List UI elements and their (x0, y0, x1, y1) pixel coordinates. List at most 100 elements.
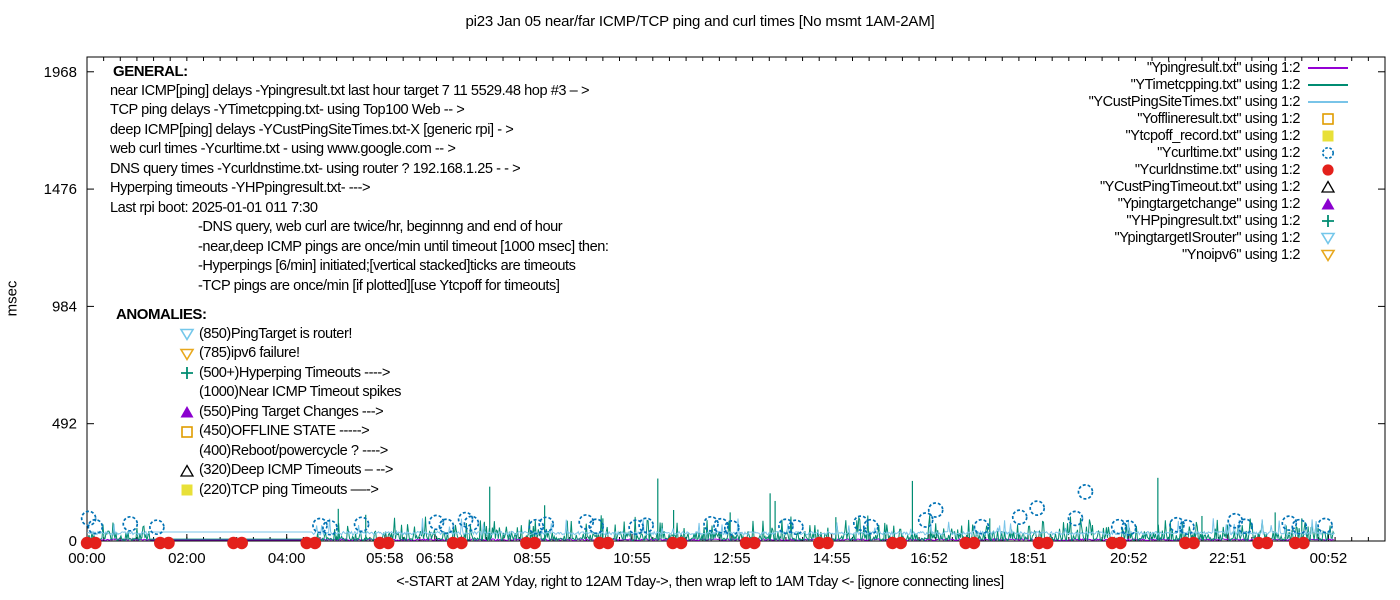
legend-sample (1300, 196, 1356, 212)
x-tick-label: 08:55 (513, 550, 551, 567)
legend-label: "Ycurltime.txt" using 1:2 (1157, 144, 1300, 161)
anomaly-text: (500+)Hyperping Timeouts ----> (199, 364, 390, 381)
dns-time-dot (674, 536, 688, 550)
anomaly-text: (320)Deep ICMP Timeouts – --> (199, 462, 393, 478)
anomaly-text: (400)Reboot/powercycle ? ----> (199, 442, 388, 459)
general-notes-block: GENERAL: near ICMP[ping] delays -Ypingre… (110, 62, 609, 296)
anomaly-item: (450)OFFLINE STATE -----> (113, 422, 401, 442)
curl-time-point (917, 512, 934, 528)
anomaly-item: (785)ipv6 failure! (113, 344, 401, 364)
x-tick-label: 00:00 (68, 550, 106, 567)
curl-time-point (1291, 518, 1308, 535)
curl-time-point (723, 520, 740, 536)
legend-label: "Ypingtargetchange" using 1:2 (1117, 195, 1301, 212)
dns-time-dot (1114, 536, 1127, 550)
general-line: deep ICMP[ping] delays -YCustPingSiteTim… (110, 121, 514, 138)
curl-time-point (538, 516, 555, 533)
general-heading: GENERAL: (113, 63, 188, 80)
anomaly-item: (220)TCP ping Timeouts ––-> (113, 481, 401, 501)
sq-fill-icon (1322, 130, 1334, 141)
anomaly-item: (1000)Near ICMP Timeout spikes (113, 383, 401, 403)
curl-time-point (1067, 510, 1084, 527)
series-legend: "Ypingresult.txt" using 1:2 "YTimetcpping… (1089, 59, 1356, 263)
tri-fill-icon (1321, 197, 1335, 209)
anomaly-text: (785)ipv6 failure! (199, 345, 300, 361)
legend-sample (1300, 247, 1356, 263)
dns-time-dot (382, 536, 395, 550)
curl-time-point (463, 515, 480, 532)
x-tick-label: 05:58 (366, 550, 404, 567)
dns-time-dot (1187, 536, 1200, 550)
y-tick-label: 1968 (44, 64, 77, 81)
general-line: Hyperping timeouts -YHPpingresult.txt- -… (110, 180, 371, 196)
series-tcpping-line (87, 515, 1335, 541)
general-line: TCP ping delays -YTimetcpping.txt- using… (110, 102, 465, 118)
dns-time-dot (601, 536, 615, 550)
legend-sample (1300, 60, 1356, 76)
sq-fill-icon (181, 484, 193, 496)
anomaly-marker (175, 482, 199, 498)
line-sample-icon (1308, 100, 1348, 103)
tridown-open-icon (179, 348, 195, 361)
legend-label: "YCustPingSiteTimes.txt" using 1:2 (1088, 93, 1301, 110)
x-tick-label: 00:52 (1310, 550, 1348, 567)
tridown-open-icon (1320, 249, 1336, 262)
legend-label: "Yofflineresult.txt" using 1:2 (1137, 110, 1300, 127)
curl-time-point (788, 519, 804, 536)
curl-time-point (862, 518, 879, 535)
anomaly-marker (175, 463, 199, 479)
legend-item: "YCustPingTimeout.txt" using 1:2 (1089, 178, 1356, 195)
tridown-open-icon (179, 328, 195, 342)
curl-time-point (1237, 518, 1254, 535)
curl-time-point (1011, 509, 1028, 526)
anomaly-marker (175, 346, 199, 362)
curl-time-point (713, 517, 729, 534)
anomaly-item: (500+)Hyperping Timeouts ----> (113, 364, 401, 384)
curl-time-point (1077, 484, 1094, 500)
curl-time-point (1281, 515, 1298, 531)
dns-time-dot (894, 536, 907, 550)
legend-label: "Ynoipv6" using 1:2 (1182, 246, 1300, 263)
curl-time-point (528, 518, 545, 535)
curl-time-point (973, 518, 990, 535)
curl-time-point (87, 518, 104, 535)
legend-sample (1300, 128, 1356, 144)
dns-time-dot (1297, 536, 1310, 550)
general-line: Last rpi boot: 2025-01-01 011 7:30 (110, 199, 318, 216)
general-note-line: -DNS query, web curl are twice/hr, begin… (198, 219, 563, 235)
tri-open-icon (1320, 179, 1336, 193)
legend-sample (1300, 162, 1356, 178)
sq-open-icon (181, 425, 193, 438)
anomalies-heading: ANOMALIES: (116, 306, 207, 323)
line-sample-icon (1308, 66, 1348, 69)
dns-time-dot (821, 536, 834, 550)
x-tick-label: 16:52 (910, 550, 948, 567)
legend-label: "Ytcpoff_record.txt" using 1:2 (1125, 127, 1300, 144)
general-sub-notes: -DNS query, web curl are twice/hr, begin… (110, 218, 609, 296)
general-line: web curl times -Ycurltime.txt - using ww… (110, 141, 456, 157)
circ-fill-icon (1322, 163, 1334, 176)
legend-sample (1300, 213, 1356, 229)
anomaly-marker (175, 326, 199, 342)
y-tick-label: 0 (69, 533, 77, 550)
anomaly-marker (175, 365, 199, 381)
legend-item: "Ytcpoff_record.txt" using 1:2 (1089, 127, 1356, 144)
general-note-line: -TCP pings are once/min [if plotted][use… (198, 277, 560, 294)
curl-time-point (578, 514, 595, 530)
x-tick-label: 06:58 (416, 550, 454, 567)
curl-time-point (80, 510, 97, 527)
legend-item: "YTimetcpping.txt" using 1:2 (1089, 76, 1356, 93)
curl-time-point (927, 502, 944, 518)
dns-time-dot (235, 536, 248, 550)
legend-item: "Ycurldnstime.txt" using 1:2 (1089, 161, 1356, 178)
legend-item: "YpingtargetISrouter" using 1:2 (1089, 229, 1356, 246)
x-tick-label: 22:51 (1209, 550, 1247, 567)
x-axis-note: <-START at 2AM Yday, right to 12AM Tday-… (396, 574, 1004, 590)
x-tick-label: 20:52 (1110, 550, 1148, 567)
curl-time-point (852, 515, 869, 531)
dns-time-dot (1260, 536, 1274, 550)
dns-time-dot (308, 536, 322, 550)
chart-title: pi23 Jan 05 near/far ICMP/TCP ping and c… (465, 13, 935, 30)
curl-time-point (149, 519, 165, 536)
